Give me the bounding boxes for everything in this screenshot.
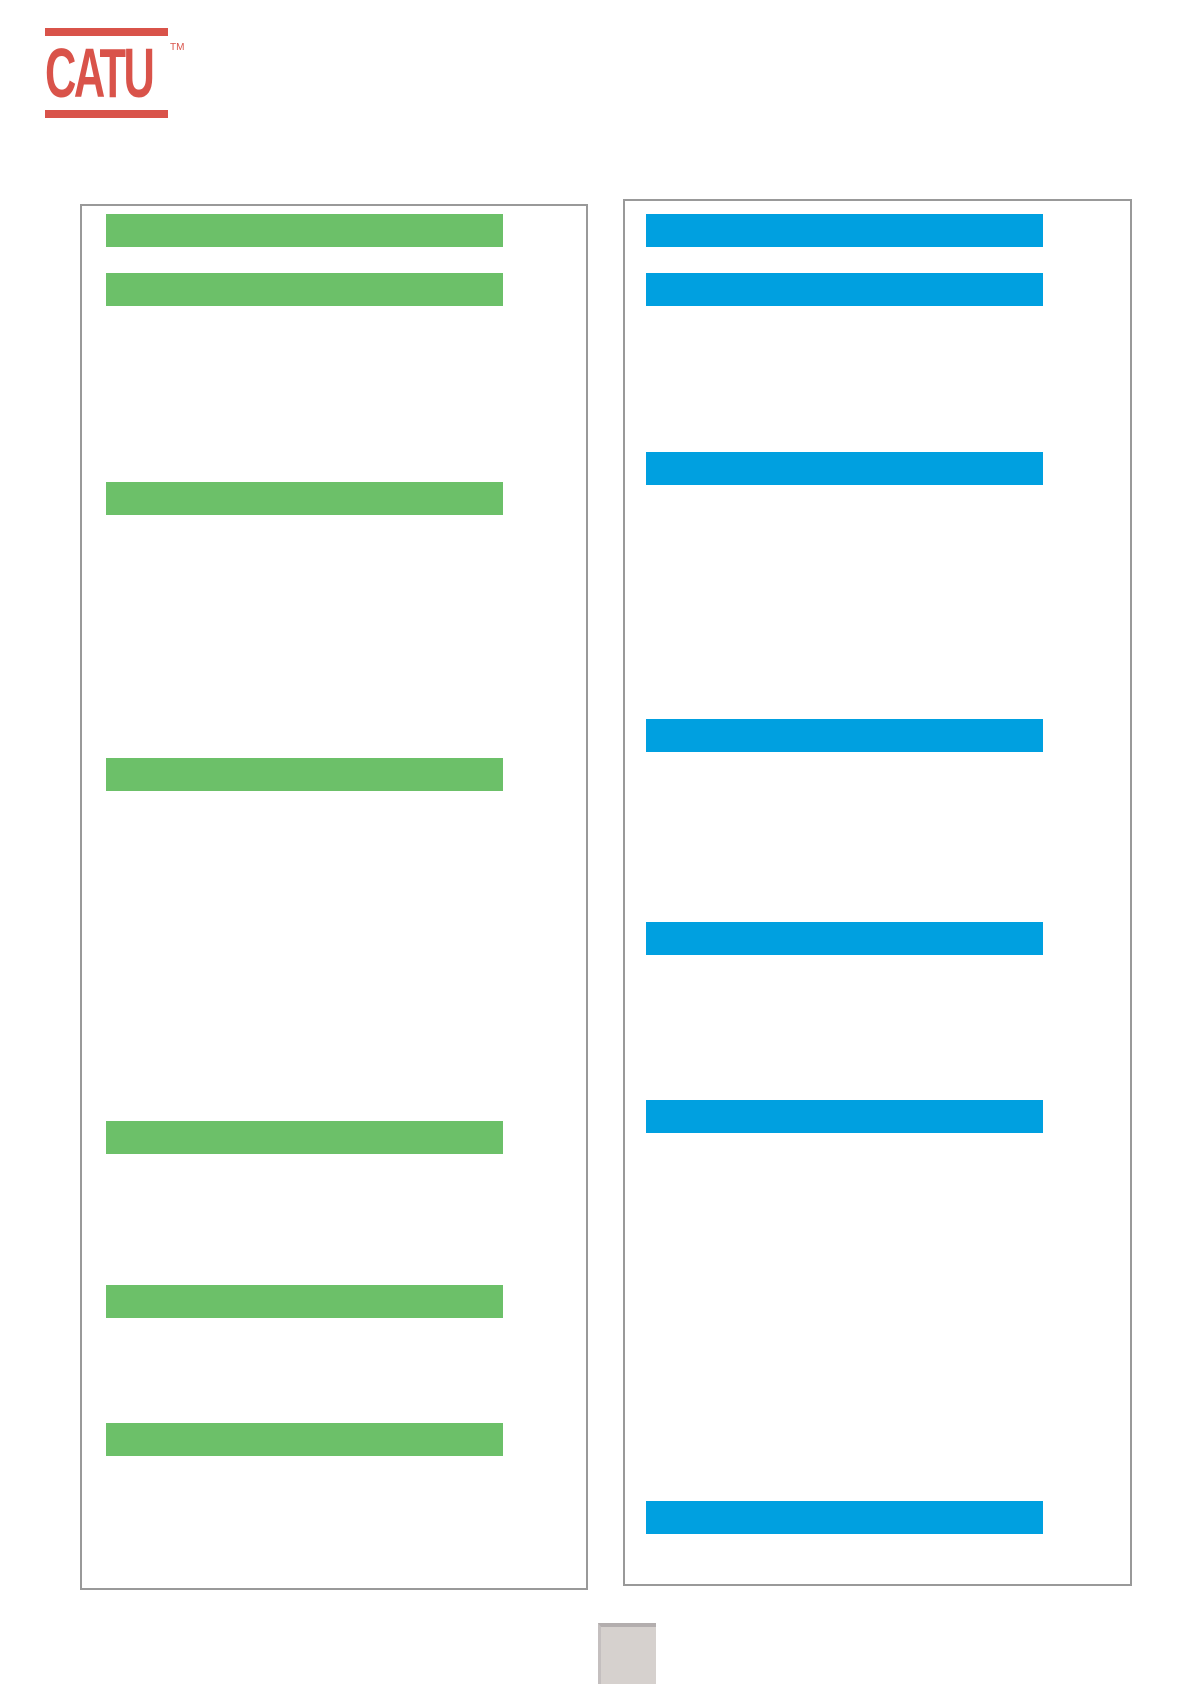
logo-top-bar: [45, 28, 168, 36]
left-section-header-bar-6: [106, 1285, 503, 1318]
right-section-header-bar-7: [646, 1501, 1043, 1534]
left-section-header-bar-3: [106, 482, 503, 515]
left-column-panel: [80, 204, 588, 1590]
right-section-header-bar-6: [646, 1100, 1043, 1133]
logo-wordmark: CATU: [45, 34, 155, 112]
right-section-header-bar-1: [646, 214, 1043, 247]
catu-logo: CATU TM: [45, 28, 184, 118]
right-column-panel: [623, 199, 1132, 1586]
right-section-header-bar-2: [646, 273, 1043, 306]
left-section-header-bar-7: [106, 1423, 503, 1456]
page-tab: [598, 1623, 656, 1684]
logo-bottom-bar: [45, 110, 168, 118]
left-section-header-bar-5: [106, 1121, 503, 1154]
left-section-header-bar-4: [106, 758, 503, 791]
logo-trademark: TM: [170, 42, 185, 53]
left-section-header-bar-1: [106, 214, 503, 247]
right-section-header-bar-3: [646, 452, 1043, 485]
left-section-header-bar-2: [106, 273, 503, 306]
right-section-header-bar-5: [646, 922, 1043, 955]
right-section-header-bar-4: [646, 719, 1043, 752]
